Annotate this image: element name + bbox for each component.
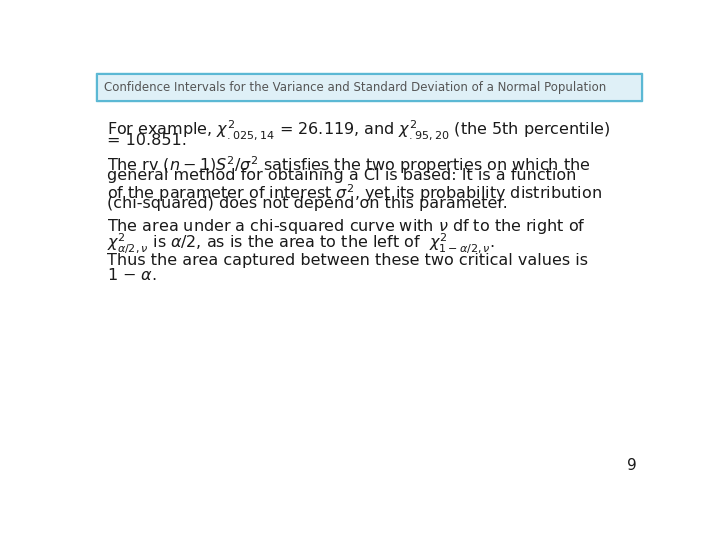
Text: 1 $-$ $\alpha$.: 1 $-$ $\alpha$. <box>107 267 157 282</box>
Text: $\chi^2_{\alpha/2,\nu}$ is $\alpha$/2, as is the area to the left of  $\chi^2_{1: $\chi^2_{\alpha/2,\nu}$ is $\alpha$/2, a… <box>107 231 495 255</box>
Text: = 10.851.: = 10.851. <box>107 132 187 147</box>
Text: general method for obtaining a CI is based: It is a function: general method for obtaining a CI is bas… <box>107 168 577 183</box>
Text: The rv $(n-1)S^2/\sigma^2$ satisfies the two properties on which the: The rv $(n-1)S^2/\sigma^2$ satisfies the… <box>107 154 590 176</box>
Text: Confidence Intervals for the Variance and Standard Deviation of a Normal Populat: Confidence Intervals for the Variance an… <box>104 80 606 93</box>
Text: Thus the area captured between these two critical values is: Thus the area captured between these two… <box>107 253 588 268</box>
Text: (chi-squared) does not depend on this parameter.: (chi-squared) does not depend on this pa… <box>107 195 508 211</box>
Text: of the parameter of interest $\sigma^2$, yet its probability distribution: of the parameter of interest $\sigma^2$,… <box>107 182 602 204</box>
Text: 9: 9 <box>627 458 637 473</box>
Text: The area under a chi-squared curve with $\nu$ df to the right of: The area under a chi-squared curve with … <box>107 217 586 237</box>
Text: For example, $\chi^2_{.025,14}$ = 26.119, and $\chi^2_{.95,20}$ (the 5th percent: For example, $\chi^2_{.025,14}$ = 26.119… <box>107 119 611 143</box>
FancyBboxPatch shape <box>97 74 641 100</box>
